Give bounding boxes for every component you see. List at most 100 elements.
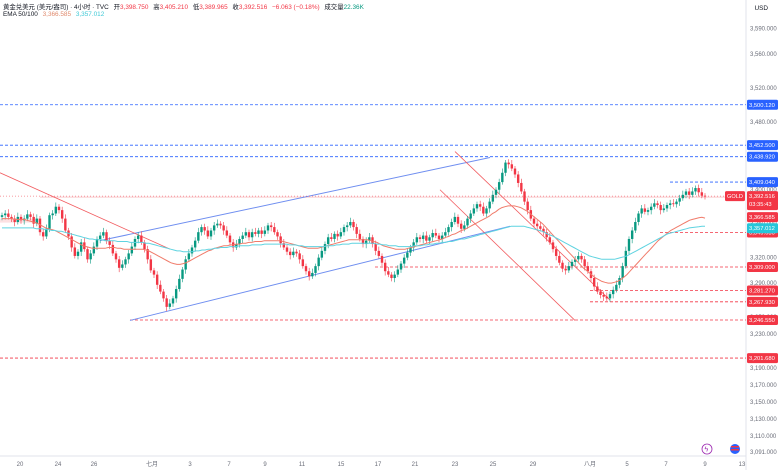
level-tag-label: 3,309.000 — [749, 265, 775, 271]
candle-body — [459, 223, 463, 229]
high-value: 3,405.210 — [159, 4, 189, 11]
level-tag: 3,267.930 — [747, 296, 778, 307]
descending-channel-lower[interactable] — [439, 189, 576, 321]
candle-body — [615, 284, 618, 290]
candle-body — [659, 205, 662, 211]
candle-body — [428, 237, 431, 241]
candle-body — [611, 289, 615, 295]
candle-body — [127, 253, 130, 260]
open-label: 开 — [113, 4, 120, 11]
candle-body — [421, 235, 425, 239]
candle-body — [54, 206, 58, 214]
currency-label: USD — [754, 5, 769, 12]
candle-body — [311, 272, 314, 277]
candle-body — [184, 259, 187, 270]
ema-label: EMA 50/100 — [3, 11, 38, 18]
candle-body — [279, 236, 282, 244]
ema-fast-value: 3,366.585 — [42, 11, 72, 18]
candle-body — [649, 206, 653, 211]
candle-body — [235, 244, 238, 248]
candle-body — [317, 257, 320, 267]
x-tick-label: 7 — [227, 462, 231, 468]
candle-body — [542, 228, 545, 233]
candle-body — [466, 218, 469, 226]
level-tag-label: 3,349.630 — [749, 230, 775, 236]
candle-body — [38, 218, 42, 233]
candle-body — [406, 252, 409, 258]
candle-body — [564, 268, 567, 271]
candle-body — [250, 232, 254, 238]
descending-channel-upper[interactable] — [454, 151, 611, 301]
candle-body — [60, 210, 64, 219]
candle-body — [358, 233, 362, 239]
ascending-channel-lower[interactable] — [129, 225, 511, 321]
candle-body — [206, 230, 210, 237]
candle-body — [70, 236, 73, 248]
candle-body — [314, 266, 317, 273]
candle-body — [691, 191, 694, 195]
candle-body — [668, 203, 672, 206]
flag-stripe — [731, 446, 739, 448]
candle-body — [374, 244, 377, 251]
x-tick-label: 24 — [55, 462, 62, 468]
x-tick-label: 13 — [739, 462, 746, 468]
y-tick-label: 3,400.000 — [750, 188, 777, 194]
candle-body — [143, 242, 146, 250]
level-tag-bg — [747, 177, 778, 188]
candle-body — [168, 303, 172, 307]
candle-body — [269, 225, 273, 228]
candle-body — [608, 294, 612, 299]
candle-body — [656, 203, 659, 206]
candle-body — [513, 168, 517, 175]
candle-body — [643, 208, 647, 212]
y-tick-label: 3,110.000 — [750, 434, 777, 440]
candle-body — [108, 240, 111, 245]
settings-icon[interactable] — [701, 443, 713, 455]
candle-body — [13, 218, 16, 222]
candle-body — [301, 259, 305, 267]
candle-body — [165, 298, 168, 307]
candle-body — [336, 233, 339, 237]
candle-body — [216, 223, 219, 226]
candle-body — [285, 247, 289, 252]
level-tag: 3,452.500 — [747, 140, 778, 151]
candle-body — [380, 255, 384, 263]
x-tick-label: 3 — [188, 462, 192, 468]
candle-body — [41, 232, 45, 237]
candle-body — [276, 232, 279, 237]
level-tag: 3,309.000 — [747, 261, 778, 272]
candle-body — [453, 216, 457, 222]
candle-body — [117, 259, 121, 268]
level-tag-label: 3,267.930 — [749, 300, 775, 306]
candle-body — [282, 243, 286, 248]
candle-body — [320, 250, 324, 258]
volume-value: 22.36K — [343, 4, 364, 11]
price-tag-countdown: 03:35:43 — [749, 202, 772, 208]
candle-body — [3, 213, 7, 216]
candle-body — [263, 230, 267, 234]
candle-body — [333, 233, 336, 239]
candle-body — [339, 232, 343, 237]
candle-body — [653, 203, 656, 207]
candle-body — [478, 204, 482, 207]
x-tick-label: 21 — [412, 462, 419, 468]
candle-body — [260, 230, 263, 234]
candle-body — [526, 201, 529, 211]
ema-slow-line[interactable] — [2, 225, 705, 260]
low-value: 3,389.965 — [199, 4, 228, 11]
candle-body — [146, 249, 149, 260]
candle-body — [35, 218, 39, 224]
y-tick-label: 3,150.000 — [750, 400, 777, 406]
candle-body — [361, 238, 365, 245]
y-tick-label: 3,230.000 — [750, 332, 777, 338]
candle-body — [95, 238, 99, 247]
legend-row-ema[interactable]: EMA 50/100 3,366.585 3,357.012 — [3, 11, 107, 18]
x-tick-label: 9 — [703, 462, 707, 468]
candle-body — [225, 230, 229, 236]
candle-body — [352, 221, 355, 228]
ema-fast-line[interactable] — [2, 205, 706, 284]
level-tag-label: 3,452.500 — [749, 143, 775, 149]
ascending-channel-upper[interactable] — [99, 157, 491, 242]
candle-body — [387, 271, 390, 275]
